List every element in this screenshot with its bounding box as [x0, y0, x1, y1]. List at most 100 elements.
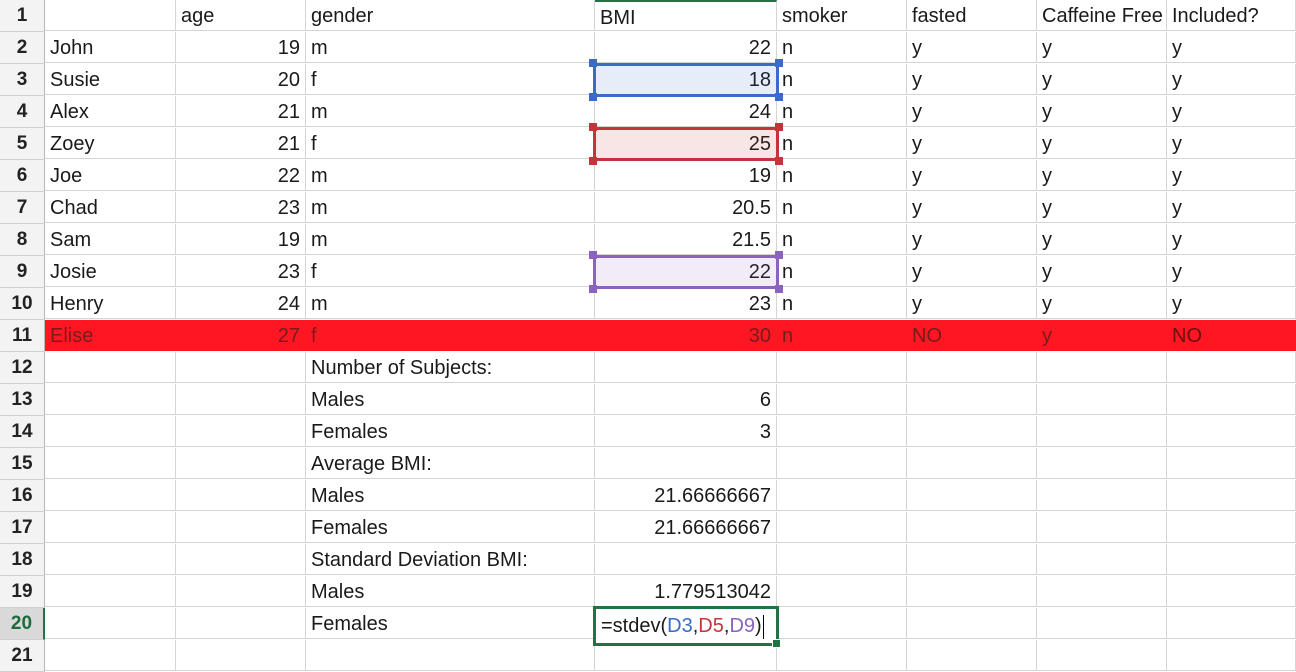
cell-D21[interactable]	[595, 640, 777, 671]
cell-B14[interactable]	[176, 416, 306, 447]
cell-H11[interactable]: NO	[1167, 320, 1296, 351]
cell-F4[interactable]: y	[907, 96, 1037, 127]
cell-H16[interactable]	[1167, 480, 1296, 511]
cell-D3[interactable]: 18	[595, 64, 777, 95]
cell-E17[interactable]	[777, 512, 907, 543]
row-header[interactable]: 6	[0, 160, 45, 192]
cell-H17[interactable]	[1167, 512, 1296, 543]
cell-G6[interactable]: y	[1037, 160, 1167, 191]
cell-C12[interactable]: Number of Subjects:	[306, 352, 595, 383]
cell-B2[interactable]: 19	[176, 32, 306, 63]
cell-A5[interactable]: Zoey	[45, 128, 176, 159]
cell-F16[interactable]	[907, 480, 1037, 511]
cell-E13[interactable]	[777, 384, 907, 415]
cell-G15[interactable]	[1037, 448, 1167, 479]
cell-H12[interactable]	[1167, 352, 1296, 383]
cell-D10[interactable]: 23	[595, 288, 777, 319]
cell-A2[interactable]: John	[45, 32, 176, 63]
cell-G10[interactable]: y	[1037, 288, 1167, 319]
cell-B10[interactable]: 24	[176, 288, 306, 319]
cell-H6[interactable]: y	[1167, 160, 1296, 191]
cell-G7[interactable]: y	[1037, 192, 1167, 223]
row-header[interactable]: 2	[0, 32, 45, 64]
row-header[interactable]: 20	[0, 608, 45, 640]
cell-B6[interactable]: 22	[176, 160, 306, 191]
range-resize-handle[interactable]	[589, 59, 597, 67]
range-resize-handle[interactable]	[775, 157, 783, 165]
cell-G5[interactable]: y	[1037, 128, 1167, 159]
cell-G18[interactable]	[1037, 544, 1167, 575]
cell-G11[interactable]: y	[1037, 320, 1167, 351]
cell-B18[interactable]	[176, 544, 306, 575]
fill-handle[interactable]	[772, 639, 781, 648]
cell-F19[interactable]	[907, 576, 1037, 607]
cell-D2[interactable]: 22	[595, 32, 777, 63]
cell-G20[interactable]	[1037, 608, 1167, 639]
range-resize-handle[interactable]	[775, 285, 783, 293]
cell-D4[interactable]: 24	[595, 96, 777, 127]
cell-D19[interactable]: 1.779513042	[595, 576, 777, 607]
cell-F10[interactable]: y	[907, 288, 1037, 319]
cell-F2[interactable]: y	[907, 32, 1037, 63]
cell-G4[interactable]: y	[1037, 96, 1167, 127]
row-header[interactable]: 13	[0, 384, 45, 416]
cell-D16[interactable]: 21.66666667	[595, 480, 777, 511]
cell-B1[interactable]: age	[176, 0, 306, 31]
cell-A17[interactable]	[45, 512, 176, 543]
cell-D6[interactable]: 19	[595, 160, 777, 191]
row-header[interactable]: 8	[0, 224, 45, 256]
cell-C5[interactable]: f	[306, 128, 595, 159]
cell-D7[interactable]: 20.5	[595, 192, 777, 223]
cell-C3[interactable]: f	[306, 64, 595, 95]
cell-A7[interactable]: Chad	[45, 192, 176, 223]
cell-B19[interactable]	[176, 576, 306, 607]
row-header[interactable]: 3	[0, 64, 45, 96]
cell-F15[interactable]	[907, 448, 1037, 479]
cell-B8[interactable]: 19	[176, 224, 306, 255]
row-header[interactable]: 14	[0, 416, 45, 448]
row-header[interactable]: 12	[0, 352, 45, 384]
cell-C14[interactable]: Females	[306, 416, 595, 447]
cell-B12[interactable]	[176, 352, 306, 383]
cell-A21[interactable]	[45, 640, 176, 671]
cell-D9[interactable]: 22	[595, 256, 777, 287]
row-header[interactable]: 17	[0, 512, 45, 544]
cell-G17[interactable]	[1037, 512, 1167, 543]
cell-H2[interactable]: y	[1167, 32, 1296, 63]
cell-F20[interactable]	[907, 608, 1037, 639]
cell-E16[interactable]	[777, 480, 907, 511]
row-header[interactable]: 21	[0, 640, 45, 672]
cell-H3[interactable]: y	[1167, 64, 1296, 95]
cell-F11[interactable]: NO	[907, 320, 1037, 351]
cell-F1[interactable]: fasted	[907, 0, 1037, 31]
cell-B20[interactable]	[176, 608, 306, 639]
cell-C21[interactable]	[306, 640, 595, 671]
cell-F12[interactable]	[907, 352, 1037, 383]
cell-E5[interactable]: n	[777, 128, 907, 159]
cell-E3[interactable]: n	[777, 64, 907, 95]
cell-H13[interactable]	[1167, 384, 1296, 415]
row-header[interactable]: 19	[0, 576, 45, 608]
cell-D11[interactable]: 30	[595, 320, 777, 351]
cell-H18[interactable]	[1167, 544, 1296, 575]
cell-F3[interactable]: y	[907, 64, 1037, 95]
cell-E15[interactable]	[777, 448, 907, 479]
row-header[interactable]: 11	[0, 320, 45, 352]
cell-G3[interactable]: y	[1037, 64, 1167, 95]
cell-C6[interactable]: m	[306, 160, 595, 191]
cell-C15[interactable]: Average BMI:	[306, 448, 595, 479]
range-resize-handle[interactable]	[589, 285, 597, 293]
range-resize-handle[interactable]	[775, 123, 783, 131]
cell-D13[interactable]: 6	[595, 384, 777, 415]
cell-A19[interactable]	[45, 576, 176, 607]
cell-F14[interactable]	[907, 416, 1037, 447]
cell-A18[interactable]	[45, 544, 176, 575]
formula-ref-d3[interactable]: D3	[667, 615, 693, 637]
cell-E12[interactable]	[777, 352, 907, 383]
cell-G14[interactable]	[1037, 416, 1167, 447]
row-header[interactable]: 16	[0, 480, 45, 512]
cell-D8[interactable]: 21.5	[595, 224, 777, 255]
formula-ref-d5[interactable]: D5	[698, 615, 724, 637]
cell-B9[interactable]: 23	[176, 256, 306, 287]
cell-G16[interactable]	[1037, 480, 1167, 511]
